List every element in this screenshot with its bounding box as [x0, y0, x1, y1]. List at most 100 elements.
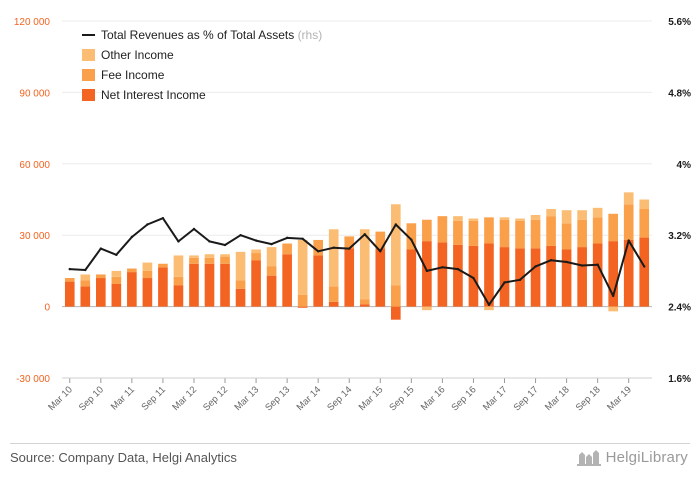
brand-name: HelgiLibrary: [605, 448, 688, 466]
x-axis-tick-label: Sep 14: [325, 384, 354, 413]
x-axis-tick-label: Sep 12: [201, 384, 230, 413]
line-point: [332, 246, 335, 249]
bar-other-income: [623, 192, 634, 205]
line-point: [363, 233, 366, 236]
bar-fee-income: [546, 216, 556, 246]
bar-net-interest-income: [561, 249, 572, 307]
bar-net-interest-income: [328, 301, 339, 307]
x-axis-tick-label: Mar 12: [170, 384, 199, 413]
line-point: [534, 265, 537, 268]
bar-other-income: [561, 210, 572, 224]
line-point: [270, 242, 273, 246]
right-axis-tick-label: 1.6%: [668, 374, 691, 385]
bar-net-interest-income: [235, 288, 246, 307]
bar-net-interest-income: [406, 249, 417, 307]
x-axis-tick-label: Sep 16: [449, 384, 478, 413]
bar-net-interest-income: [313, 255, 323, 307]
bar-fee-income: [266, 266, 277, 276]
x-axis-tick-label: Sep 13: [263, 384, 292, 413]
right-axis-tick-label: 4.8%: [668, 88, 691, 99]
bar-fee-income: [313, 239, 323, 256]
bar-other-income: [142, 262, 153, 271]
bar-net-interest-income: [453, 244, 463, 307]
bar-net-interest-income: [251, 260, 261, 307]
bar-other-income: [266, 247, 277, 267]
x-axis-tick-label: Sep 11: [139, 384, 168, 413]
bar-fee-income: [96, 274, 106, 279]
x-axis-tick-label: Sep 15: [387, 384, 416, 413]
bar-fee-income: [189, 257, 199, 264]
line-point: [456, 267, 460, 271]
line-point: [161, 217, 165, 220]
bar-net-interest-income: [577, 247, 587, 307]
x-axis-tick-label: Sep 10: [77, 384, 106, 413]
legend-fee-income-label: Fee Income: [101, 68, 165, 82]
line-point: [472, 276, 475, 280]
line-point: [379, 250, 382, 253]
bar-other-income: [592, 207, 603, 218]
bar-other-income: [328, 229, 339, 287]
line-point: [441, 266, 444, 269]
bar-net-interest-income: [204, 263, 215, 307]
bar-fee-income: [406, 223, 417, 250]
bar-other-income: [546, 209, 556, 217]
bar-other-income: [577, 210, 587, 220]
x-axis-tick-label: Mar 18: [543, 384, 572, 413]
bar-other-income: [484, 306, 494, 311]
legend-other-income-label: Other Income: [101, 48, 174, 62]
left-axis-tick-label: 120 000: [14, 17, 51, 28]
left-axis-tick-label: 90 000: [19, 88, 50, 99]
source-note: Source: Company Data, Helgi Analytics: [10, 450, 237, 465]
legend-fee-income-swatch: [82, 69, 95, 81]
bar-net-interest-income: [344, 248, 355, 307]
bar-fee-income: [80, 280, 91, 287]
bar-net-interest-income: [220, 263, 230, 307]
line-point: [549, 258, 553, 262]
line-point: [208, 240, 211, 243]
bar-net-interest-income: [64, 281, 75, 307]
legend-net-interest-income-swatch: [82, 89, 95, 101]
bar-net-interest-income: [437, 242, 448, 307]
line-point: [565, 260, 568, 264]
bar-net-interest-income: [282, 254, 292, 307]
bar-fee-income: [375, 231, 386, 249]
bar-net-interest-income: [639, 237, 650, 307]
right-axis-tick-label: 2.4%: [668, 303, 691, 314]
left-axis-tick-label: 60 000: [19, 160, 50, 171]
bar-fee-income: [359, 299, 370, 305]
line-point: [68, 267, 71, 271]
bar-other-income: [173, 255, 184, 277]
bar-fee-income: [111, 276, 122, 284]
bar-other-income: [111, 270, 122, 277]
right-axis-tick-label: 3.2%: [668, 231, 691, 242]
bar-fee-income: [422, 219, 432, 242]
revenue-chart: -30 000 0 30 000 60 000 90 000 120 000 1.6% 2.4…: [14, 17, 691, 413]
bar-net-interest-income: [608, 241, 618, 307]
bar-fee-income: [251, 253, 261, 261]
bar-net-interest-income: [297, 306, 308, 308]
bar-fee-income: [453, 220, 463, 245]
bar-net-interest-income: [391, 306, 401, 320]
bar-other-income: [391, 204, 401, 286]
bar-fee-income: [344, 236, 355, 249]
line-point: [239, 234, 242, 237]
bar-other-income: [499, 217, 510, 220]
line-point: [130, 235, 134, 239]
bar-fee-income: [173, 276, 184, 286]
line-point: [316, 250, 320, 253]
bar-net-interest-income: [375, 248, 386, 307]
bar-other-income: [359, 229, 370, 300]
line-point: [84, 268, 87, 272]
bar-net-interest-income: [173, 285, 184, 307]
line-point: [115, 253, 118, 257]
bar-net-interest-income: [111, 283, 122, 307]
x-axis-tick-label: Sep 18: [574, 384, 603, 413]
helgi-logo-icon: [576, 450, 601, 466]
legend-label-text: Total Revenues as % of Total Assets: [101, 28, 298, 42]
bar-net-interest-income: [422, 241, 432, 307]
bar-fee-income: [484, 217, 494, 244]
bars: [64, 192, 650, 320]
line-point: [177, 240, 180, 243]
bar-net-interest-income: [189, 263, 199, 307]
bar-other-income: [204, 254, 215, 258]
